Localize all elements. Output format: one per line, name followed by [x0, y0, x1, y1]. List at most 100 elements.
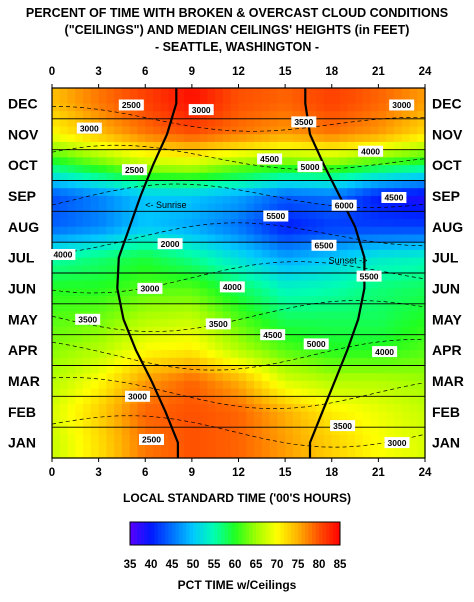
heatmap-cell: [230, 411, 240, 421]
heatmap-cell: [417, 303, 426, 313]
contour-label: 5500: [360, 271, 379, 281]
heatmap-cell: [114, 141, 123, 151]
heatmap-cell: [316, 311, 325, 320]
heatmap-cell: [153, 326, 162, 336]
heatmap-cell: [300, 273, 310, 282]
heatmap-cell: [83, 234, 92, 243]
heatmap-cell: [230, 103, 240, 112]
heatmap-cell: [261, 234, 271, 243]
heatmap-cell: [339, 404, 348, 413]
heatmap-cell: [230, 234, 240, 243]
heatmap-cell: [83, 365, 92, 374]
heatmap-cell: [277, 350, 286, 359]
month-label-right: FEB: [432, 404, 460, 420]
heatmap-cell: [153, 242, 162, 251]
heatmap-cell: [300, 365, 310, 374]
heatmap-cell: [199, 273, 209, 282]
heatmap-cell: [261, 111, 271, 120]
colorbar-segment: [196, 522, 201, 545]
heatmap-cell: [269, 141, 278, 151]
heatmap-cell: [168, 442, 177, 451]
heatmap-cell: [300, 357, 310, 367]
colorbar-segment: [161, 522, 166, 545]
heatmap-cell: [417, 357, 426, 367]
heatmap-cell: [129, 219, 139, 228]
heatmap-cell: [331, 157, 341, 166]
heatmap-cell: [269, 319, 278, 328]
heatmap-cell: [347, 388, 356, 397]
heatmap-cell: [401, 350, 411, 359]
heatmap-cell: [160, 280, 170, 290]
heatmap-cell: [215, 111, 224, 120]
heatmap-cell: [277, 342, 286, 351]
heatmap-cell: [355, 249, 364, 259]
heatmap-cell: [308, 450, 317, 459]
heatmap-cell: [98, 373, 107, 382]
heatmap-cell: [114, 165, 123, 174]
heatmap-cell: [121, 427, 131, 436]
heatmap-cell: [386, 411, 395, 421]
heatmap-cell: [75, 450, 84, 459]
heatmap-cell: [67, 288, 76, 297]
heatmap-cell: [362, 319, 372, 328]
heatmap-cell: [145, 365, 154, 374]
heatmap-cell: [277, 180, 286, 189]
heatmap-cell: [347, 165, 356, 174]
heatmap-cell: [409, 249, 418, 259]
heatmap-cell: [114, 450, 123, 459]
heatmap-cell: [269, 404, 278, 413]
heatmap-cell: [199, 149, 209, 158]
contour-label-box: [389, 99, 415, 111]
heatmap-cell: [308, 365, 317, 374]
heatmap-cell: [114, 157, 123, 166]
heatmap-cell: [98, 326, 107, 336]
heatmap-cell: [292, 219, 302, 228]
heatmap-cell: [230, 219, 240, 228]
heatmap-cell: [52, 380, 61, 390]
heatmap-cell: [153, 219, 162, 228]
contour-label-box: [303, 338, 329, 350]
heatmap-cell: [308, 95, 317, 105]
heatmap-cell: [331, 357, 341, 367]
heatmap-cell: [129, 450, 139, 459]
heatmap-cell: [378, 280, 387, 290]
heatmap-cell: [160, 396, 170, 405]
heatmap-cell: [160, 450, 170, 459]
heatmap-cell: [355, 242, 364, 251]
heatmap-cell: [207, 195, 216, 205]
heatmap-cell: [90, 242, 100, 251]
heatmap-cell: [378, 126, 387, 135]
heatmap-cell: [59, 242, 69, 251]
heatmap-cell: [238, 326, 247, 336]
heatmap-cell: [401, 211, 411, 220]
heatmap-cell: [168, 342, 177, 351]
heatmap-cell: [121, 280, 131, 290]
heatmap-cell: [230, 450, 240, 459]
heatmap-cell: [176, 211, 185, 220]
heatmap-cell: [269, 388, 278, 397]
heatmap-cell: [254, 134, 263, 143]
heatmap-cell: [393, 350, 403, 359]
heatmap-cell: [238, 172, 247, 182]
heatmap-cell: [145, 149, 154, 158]
heatmap-cell: [199, 442, 209, 451]
heatmap-cell: [67, 226, 76, 236]
heatmap-cell: [52, 157, 61, 166]
heatmap-cell: [199, 265, 209, 274]
heatmap-cell: [261, 350, 271, 359]
heatmap-cell: [215, 165, 224, 174]
heatmap-cell: [362, 211, 372, 220]
heatmap-cell: [145, 103, 154, 112]
contour-label: 2000: [161, 239, 180, 249]
heatmap-cell: [184, 234, 193, 243]
heatmap-cell: [393, 257, 403, 266]
heatmap-cell: [238, 311, 247, 320]
heatmap-cell: [83, 211, 92, 220]
heatmap-cell: [261, 388, 271, 397]
heatmap-cell: [59, 334, 69, 343]
heatmap-cell: [176, 334, 185, 343]
heatmap-cell: [347, 157, 356, 166]
colorbar-segment: [182, 522, 187, 545]
heatmap-cell: [184, 188, 193, 197]
heatmap-cell: [238, 434, 247, 444]
